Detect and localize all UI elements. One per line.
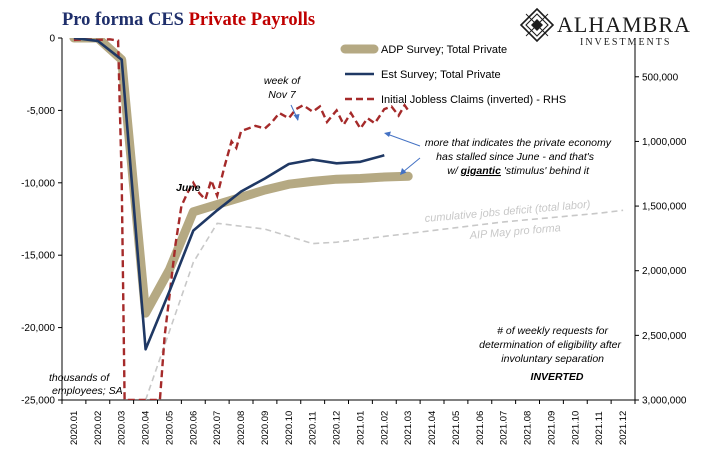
x-tick-label: 2021.04 [427, 411, 438, 445]
legend-label: ADP Survey; Total Private [381, 44, 507, 56]
annotation-stalled-line3-pre: w/ [447, 165, 460, 177]
logo-cross [525, 13, 549, 37]
logo-diamond-outer [519, 7, 555, 43]
x-tick-label: 2020.06 [188, 411, 199, 445]
x-tick-label: 2020.12 [332, 411, 343, 445]
series-line-claims [73, 38, 410, 400]
x-tick-label: 2021.09 [546, 411, 557, 445]
annotation-week-arrowhead [293, 114, 300, 121]
x-tick-label: 2021.01 [355, 411, 366, 445]
x-tick-label: 2020.08 [236, 411, 247, 445]
chart-title-part2: Private Payrolls [189, 10, 316, 30]
y-tick-label-left: -5,000 [27, 106, 56, 117]
x-tick-label: 2021.02 [379, 411, 390, 445]
legend-item-adp: ADP Survey; Total Private [340, 44, 507, 56]
logo-name: ALHAMBRA [557, 12, 691, 37]
annotation-stalled-line3: w/ gigantic 'stimulus' behind it [447, 165, 590, 177]
annotation-stalled-line2: has stalled since June - and that's [436, 151, 595, 163]
x-tick-label: 2021.11 [594, 411, 605, 445]
annotation-claims-line2: determination of eligibility after [479, 339, 621, 351]
x-tick-label: 2020.04 [141, 411, 152, 445]
x-tick-label: 2020.07 [212, 411, 223, 445]
y-tick-label-left: -15,000 [21, 251, 55, 262]
y-tick-label-right: 500,000 [642, 72, 679, 83]
y-tick-label-right: 1,500,000 [642, 202, 687, 213]
legend-item-est: Est Survey; Total Private [345, 69, 501, 81]
annotation-week-line2: Nov 7 [268, 89, 297, 101]
annotation-week-line1: week of [264, 75, 301, 87]
legend-item-claims: Initial Jobless Claims (inverted) - RHS [345, 94, 566, 106]
annotation-stalled-pointer-up [386, 133, 421, 147]
y-tick-label-right: 1,000,000 [642, 137, 687, 148]
y-tick-label-left: -20,000 [21, 323, 55, 334]
y-tick-label-right: 2,000,000 [642, 266, 687, 277]
y-tick-label-right: 3,000,000 [642, 396, 687, 407]
annotation-stalled-emphasis: gigantic [460, 165, 501, 177]
annotation-stalled-arrowhead-up [384, 131, 391, 137]
annotation-claims-line1: # of weekly requests for [497, 325, 608, 337]
x-tick-label: 2021.08 [523, 411, 534, 445]
x-tick-label: 2020.11 [308, 411, 319, 445]
x-tick-label: 2020.05 [164, 411, 175, 445]
annotation-stalled-pointer-down [402, 157, 421, 173]
annotation-stalled-line1: more that indicates the private economy [425, 137, 612, 149]
annotation-claims-inverted: INVERTED [531, 371, 584, 383]
x-tick-label: 2021.03 [403, 411, 414, 445]
x-tick-label: 2020.09 [260, 411, 271, 445]
chart-title: Pro forma CES Private Payrolls [62, 10, 315, 30]
y-tick-label-left: 0 [49, 34, 55, 45]
annotation-stalled-line3-post: 'stimulus' behind it [501, 165, 590, 177]
x-tick-label: 2021.07 [499, 411, 510, 445]
legend-label: Est Survey; Total Private [381, 69, 501, 81]
series-line-jobs-deficit [144, 209, 624, 400]
x-tick-label: 2021.10 [570, 411, 581, 445]
x-tick-label: 2020.10 [284, 411, 295, 445]
annotation-deficit-line2: AIP May pro forma [468, 222, 561, 242]
x-tick-label: 2021.05 [451, 411, 462, 445]
x-tick-label: 2020.03 [117, 411, 128, 445]
annotation-units-line1: thousands of [49, 372, 110, 384]
x-tick-label: 2020.02 [93, 411, 104, 445]
x-tick-label: 2021.06 [475, 411, 486, 445]
legend-label: Initial Jobless Claims (inverted) - RHS [381, 94, 566, 106]
annotation-stalled-arrowhead-down [400, 168, 407, 175]
y-tick-label-left: -25,000 [21, 396, 55, 407]
x-tick-label: 2020.01 [69, 411, 80, 445]
diamond-ornament-icon [519, 7, 555, 43]
x-tick-label: 2021.12 [618, 411, 629, 445]
y-tick-label-right: 2,500,000 [642, 331, 687, 342]
logo-diamond-mid [525, 13, 549, 37]
annotation-claims-line3: involuntary separation [501, 353, 604, 365]
logo-tagline: INVESTMENTS [580, 37, 671, 48]
y-tick-label-left: -10,000 [21, 178, 55, 189]
chart-title-part1: Pro forma CES [62, 10, 189, 30]
series-line-est [73, 38, 385, 351]
annotation-june: June [176, 182, 201, 194]
annotation-units-line2: employees; SA [52, 385, 123, 397]
